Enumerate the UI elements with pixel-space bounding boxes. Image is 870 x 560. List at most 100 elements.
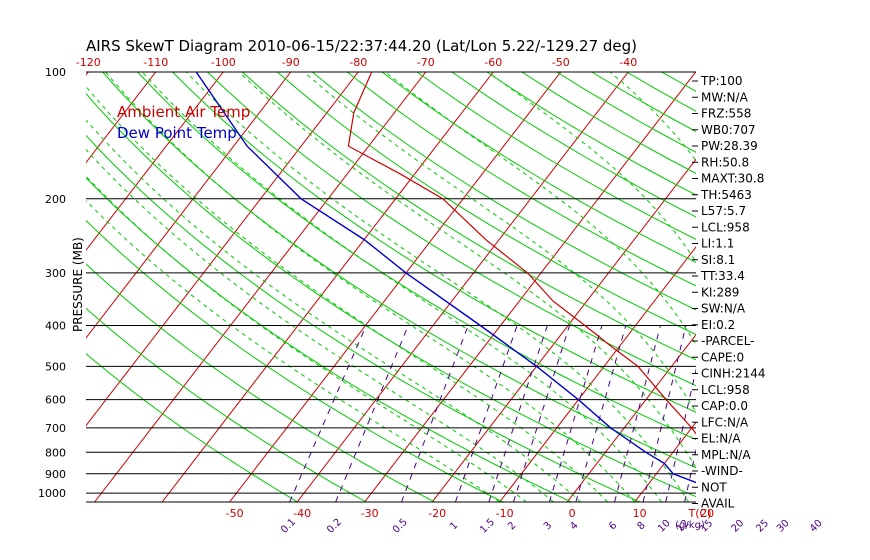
- temp-tick-label: -50: [226, 507, 244, 520]
- isotherm-line: [566, 333, 696, 502]
- top-temp-tick-label: -120: [76, 56, 101, 69]
- dew-point-line: [195, 72, 696, 484]
- moist-adiabat-line: [487, 72, 696, 263]
- stat-label: CAPE:0: [701, 350, 744, 364]
- dry-adiabat-line: [276, 72, 696, 336]
- moist-adiabat-line: [86, 119, 581, 502]
- top-temp-tick-label: -110: [143, 56, 168, 69]
- pressure-tick-label: 700: [45, 422, 66, 435]
- moist-adiabat-line: [86, 85, 608, 502]
- stat-label: TT:33.4: [700, 269, 745, 283]
- temp-tick-label: -20: [428, 507, 446, 520]
- pressure-tick-label: 1000: [38, 487, 66, 500]
- stat-label: CINH:2144: [701, 367, 766, 381]
- stat-label: NOT: [701, 480, 727, 494]
- dry-adiabat-line: [242, 72, 696, 361]
- dry-adiabat-line: [381, 72, 696, 263]
- stat-label: LCL:958: [701, 383, 750, 397]
- mixing-ratio-unit: (g/kg): [675, 520, 705, 531]
- dry-adiabat-line: [86, 92, 696, 498]
- isotherm-line: [86, 72, 292, 339]
- moist-adiabat-line: [86, 175, 527, 502]
- temp-tick-label: -30: [361, 507, 379, 520]
- pressure-tick-label: 300: [45, 267, 66, 280]
- top-temp-tick-label: -40: [619, 56, 637, 69]
- stat-label: EI:0.2: [701, 318, 735, 332]
- dry-adiabat-line: [86, 263, 435, 502]
- dry-adiabat-line: [86, 219, 504, 502]
- isotherm-line: [86, 72, 157, 164]
- moist-adiabat-line: [86, 199, 500, 502]
- stat-label: LCL:958: [701, 220, 750, 234]
- isotherm-line: [86, 72, 359, 427]
- mixing-ratio-line: [400, 325, 469, 502]
- pressure-tick-label: 100: [45, 66, 66, 79]
- chart-title: AIRS SkewT Diagram 2010-06-15/22:37:44.2…: [86, 37, 637, 55]
- isotherm-line: [296, 72, 629, 502]
- isobar-lines: [86, 71, 696, 503]
- sounding-indices: TP:100 MW:N/A FRZ:558 WB0:707 PW:28.39 RH:50.…: [692, 74, 766, 511]
- stat-label: MAXT:30.8: [701, 172, 764, 186]
- stat-label: TP:100: [700, 74, 743, 88]
- stat-label: LI:1.1: [701, 237, 734, 251]
- top-temp-tick-label: -80: [349, 56, 367, 69]
- stat-label: KI:289: [701, 285, 739, 299]
- temp-unit-label: T(C): [688, 507, 712, 520]
- stat-label: MW:N/A: [701, 90, 749, 104]
- sounding-series: [195, 72, 696, 484]
- legend-dew-point: Dew Point Temp: [117, 124, 237, 142]
- dry-adiabat-line: [207, 72, 696, 387]
- chart-grid: [86, 72, 696, 502]
- moist-adiabat-line: [105, 72, 635, 502]
- isotherm-line: [161, 72, 494, 502]
- isotherm-line: [499, 246, 696, 502]
- y-axis-title: PRESSURE (MB): [71, 237, 85, 332]
- dry-adiabat-line: [137, 72, 696, 441]
- mixing-ratio-line: [289, 325, 367, 502]
- stat-label: TH:5463: [700, 188, 752, 202]
- isotherm-line: [229, 72, 562, 502]
- air-temp-line: [347, 72, 696, 435]
- dry-adiabat-line: [311, 72, 696, 311]
- mixing-ratio-line: [335, 325, 409, 502]
- stat-label: RH:50.8: [701, 155, 749, 169]
- temp-tick-label: -10: [496, 507, 514, 520]
- dry-adiabat-line: [172, 72, 696, 413]
- legend-air-temp: Ambient Air Temp: [117, 103, 250, 121]
- isotherm-line: [94, 72, 427, 502]
- pressure-tick-label: 900: [45, 468, 66, 481]
- pressure-tick-label: 500: [45, 360, 66, 373]
- pressure-tick-label: 600: [45, 394, 66, 407]
- stat-label: -PARCEL-: [701, 334, 755, 348]
- dry-adiabat-line: [86, 307, 367, 502]
- pressure-tick-label: 200: [45, 193, 66, 206]
- dry-adiabat-line: [346, 72, 696, 287]
- isotherm-line: [431, 158, 696, 502]
- stat-label: EL:N/A: [701, 432, 741, 446]
- pressure-tick-label: 800: [45, 446, 66, 459]
- temp-tick-label: 0: [569, 507, 576, 520]
- dry-adiabat-line: [102, 72, 696, 469]
- stat-label: -WIND-: [701, 464, 743, 478]
- moist-adiabat-line: [141, 72, 663, 502]
- temp-tick-label: 20: [700, 507, 714, 520]
- dry-adiabat-line: [86, 353, 298, 502]
- stat-label: LFC:N/A: [701, 415, 749, 429]
- temp-tick-label: -40: [293, 507, 311, 520]
- stat-label: WB0:707: [701, 123, 756, 137]
- stat-label: FRZ:558: [701, 107, 751, 121]
- top-temp-tick-label: -70: [417, 56, 435, 69]
- pressure-tick-label: 400: [45, 320, 66, 333]
- dry-adiabat-line: [86, 134, 641, 502]
- isotherm-line: [634, 421, 696, 502]
- stat-label: SW:N/A: [701, 302, 746, 316]
- stat-label: L57:5.7: [701, 204, 746, 218]
- stat-label: MPL:N/A: [701, 448, 751, 462]
- top-temp-tick-label: -90: [282, 56, 300, 69]
- moist-adiabat-line: [86, 148, 554, 502]
- temp-tick-label: 10: [633, 507, 647, 520]
- stat-label: AVAIL: [701, 497, 735, 511]
- top-temp-tick-label: -60: [484, 56, 502, 69]
- top-temp-tick-label: -100: [211, 56, 236, 69]
